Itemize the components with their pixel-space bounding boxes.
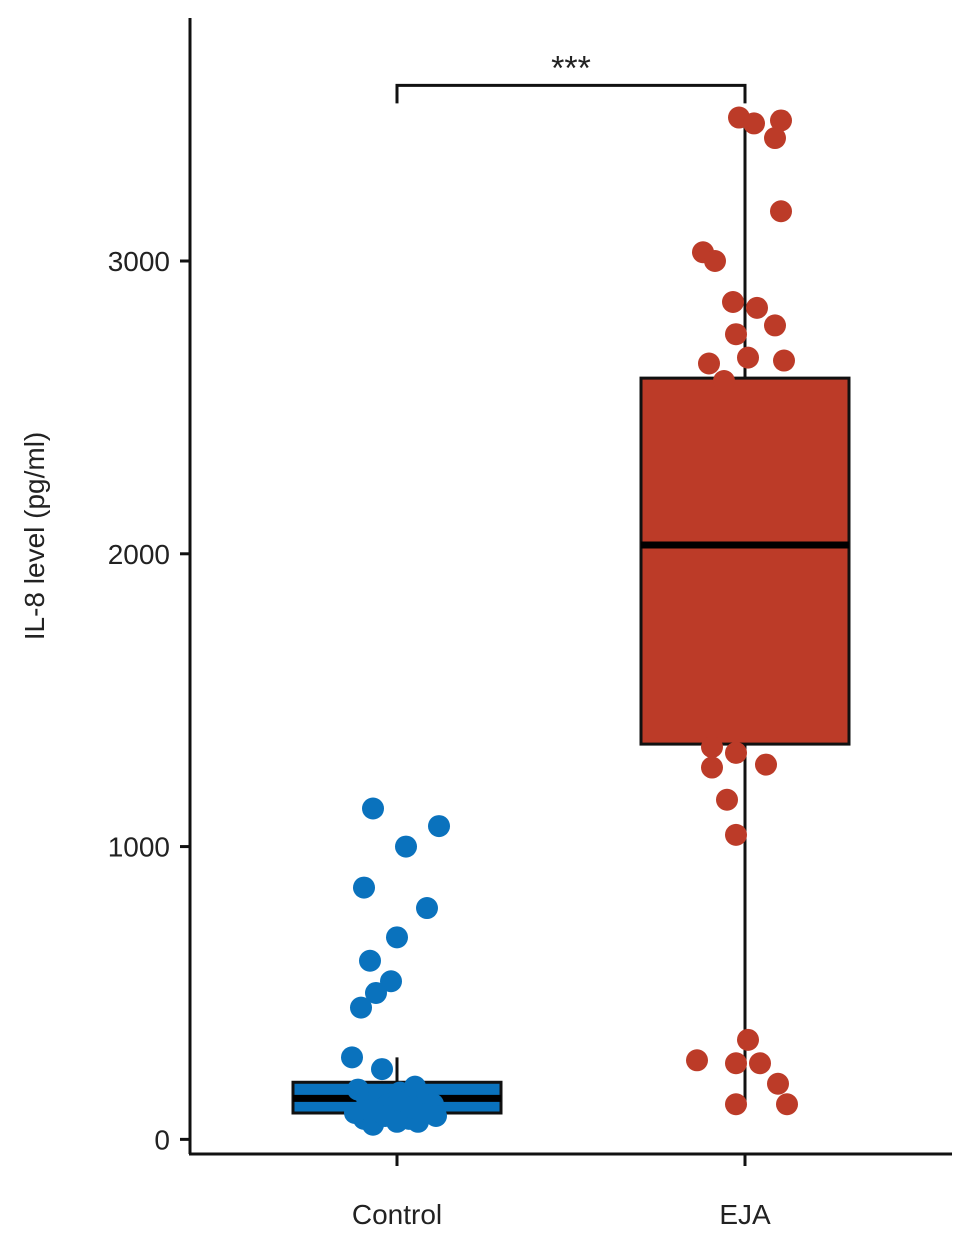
- x-tick-label: Control: [352, 1199, 442, 1230]
- eja-data-point: [767, 1072, 789, 1095]
- eja-data-point: [764, 127, 786, 150]
- eja-data-point: [716, 788, 738, 811]
- eja-box: [639, 376, 851, 746]
- control-data-point: [386, 926, 408, 949]
- eja-data-point: [764, 314, 786, 337]
- points-layer: [341, 106, 798, 1136]
- axes: [188, 18, 952, 1156]
- control-data-point: [395, 835, 417, 858]
- control-data-point: [350, 996, 372, 1019]
- x-ticks: Control EJA: [352, 1154, 771, 1230]
- eja-data-point: [770, 200, 792, 223]
- eja-data-point: [704, 250, 726, 273]
- eja-data-point: [725, 741, 747, 764]
- significance-label: ***: [551, 49, 591, 87]
- control-data-point: [362, 797, 384, 820]
- eja-data-point: [743, 112, 765, 135]
- control-data-point: [359, 1099, 381, 1122]
- eja-data-point: [698, 352, 720, 375]
- x-tick-label: EJA: [719, 1199, 771, 1230]
- control-data-point: [341, 1046, 363, 1069]
- control-data-point: [353, 876, 375, 899]
- eja-data-point: [755, 753, 777, 776]
- eja-data-point: [686, 1049, 708, 1072]
- eja-data-point: [722, 291, 744, 313]
- control-data-point: [401, 1096, 423, 1119]
- eja-data-point: [725, 323, 747, 346]
- control-data-point: [365, 981, 387, 1004]
- y-ticks: 0 1000 2000 3000: [108, 246, 190, 1155]
- significance-bracket-line: [395, 83, 747, 104]
- eja-data-point: [776, 1093, 798, 1116]
- control-data-point: [371, 1058, 393, 1081]
- eja-data-point: [725, 1093, 747, 1116]
- eja-data-point: [701, 756, 723, 779]
- control-data-point: [428, 815, 450, 838]
- eja-data-point: [725, 823, 747, 846]
- eja-data-point: [725, 1052, 747, 1075]
- control-data-point: [425, 1104, 447, 1127]
- y-tick-label: 3000: [108, 246, 170, 277]
- eja-data-point: [737, 346, 759, 369]
- y-tick-label: 0: [154, 1124, 170, 1155]
- control-data-point: [380, 970, 402, 993]
- y-tick-label: 2000: [108, 539, 170, 570]
- eja-data-point: [746, 296, 768, 319]
- y-tick-label: 1000: [108, 832, 170, 863]
- eja-data-point: [737, 1028, 759, 1051]
- eja-data-point: [770, 109, 792, 132]
- eja-data-point: [773, 349, 795, 372]
- y-axis-title: IL-8 level (pg/ml): [19, 432, 50, 641]
- boxes-layer: [291, 117, 851, 1128]
- eja-data-point: [749, 1052, 771, 1075]
- control-data-point: [416, 897, 438, 920]
- control-data-point: [359, 949, 381, 972]
- significance-bracket: ***: [395, 49, 747, 104]
- eja-data-point: [713, 370, 735, 393]
- eja-data-point: [701, 736, 723, 759]
